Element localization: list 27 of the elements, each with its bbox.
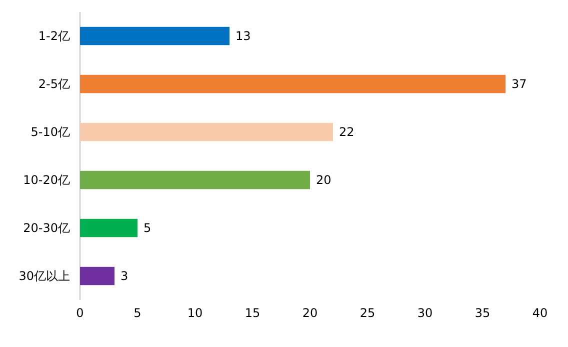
x-tick-label: 30 (417, 306, 433, 320)
y-tick-label: 10-20亿 (23, 173, 70, 188)
bar (80, 170, 310, 190)
y-tick-label: 30亿以上 (18, 269, 70, 284)
bar (80, 26, 230, 46)
data-label: 22 (339, 125, 354, 140)
bar (80, 122, 333, 142)
x-tick-label: 35 (474, 306, 490, 320)
y-tick-label: 1-2亿 (38, 29, 70, 44)
y-tick-label: 20-30亿 (23, 221, 70, 236)
bar (80, 266, 114, 286)
bar (80, 74, 506, 94)
x-tick-label: 15 (244, 306, 260, 320)
data-label: 5 (144, 221, 152, 236)
y-tick-label: 2-5亿 (38, 77, 70, 92)
y-tick-label: 5-10亿 (30, 125, 70, 140)
data-label: 3 (120, 269, 128, 284)
x-tick-label: 0 (76, 306, 84, 320)
x-tick-label: 40 (532, 306, 548, 320)
data-label: 20 (316, 173, 332, 188)
x-tick-label: 5 (134, 306, 142, 320)
x-tick-label: 25 (360, 306, 376, 320)
data-label: 13 (236, 29, 251, 44)
x-tick-label: 10 (187, 306, 203, 320)
data-label: 37 (512, 77, 527, 92)
x-tick-label: 20 (302, 306, 318, 320)
bar (80, 218, 138, 238)
